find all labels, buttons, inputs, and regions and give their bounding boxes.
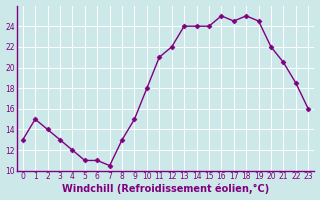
X-axis label: Windchill (Refroidissement éolien,°C): Windchill (Refroidissement éolien,°C) <box>62 184 269 194</box>
